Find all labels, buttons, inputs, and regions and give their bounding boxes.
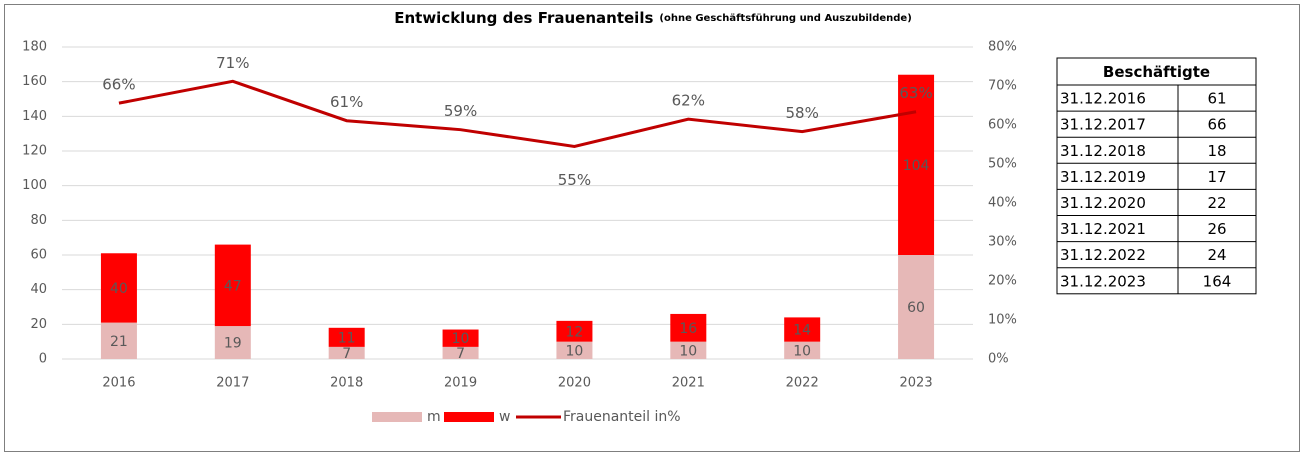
bar-segment <box>784 317 821 342</box>
table-cell: 31.12.2020 <box>1060 194 1146 212</box>
legend-swatch <box>444 412 494 422</box>
bar-segment <box>214 244 251 327</box>
bar-segment <box>214 326 251 359</box>
bar-label: 10 <box>566 343 584 359</box>
chart-title: Entwicklung des Frauenanteils <box>394 9 653 27</box>
bar-segment <box>670 313 707 342</box>
table-cell: 66 <box>1207 116 1226 134</box>
y2-tick-label: 40% <box>988 196 1017 211</box>
bar-label: 47 <box>224 278 242 294</box>
y2-tick-label: 50% <box>988 157 1017 172</box>
bar-label: 16 <box>679 321 697 337</box>
legend-label: w <box>499 409 510 425</box>
bar-segment <box>100 253 137 323</box>
chart-subtitle: (ohne Geschäftsführung und Auszubildende… <box>659 13 911 24</box>
table-cell: 18 <box>1207 142 1226 160</box>
legend-label: m <box>427 409 441 425</box>
table-cell: 31.12.2023 <box>1060 272 1146 290</box>
chart-title-group: Entwicklung des Frauenanteils (ohne Gesch… <box>394 9 912 27</box>
bar-label: 7 <box>342 346 351 362</box>
y-tick-label: 140 <box>22 109 47 124</box>
table-cell: 164 <box>1203 272 1232 290</box>
table-border <box>1056 57 1257 295</box>
table-cell: 31.12.2016 <box>1060 90 1146 108</box>
line-label: 59% <box>444 102 477 120</box>
x-tick-label: 2018 <box>330 376 363 391</box>
line-label: 58% <box>786 104 819 122</box>
table-cell: 31.12.2018 <box>1060 142 1146 160</box>
bar-label: 12 <box>566 324 584 340</box>
table-cell: 22 <box>1207 194 1226 212</box>
x-tick-label: 2023 <box>900 376 933 391</box>
bar-segment <box>328 327 365 347</box>
bar-segment <box>556 320 593 342</box>
line-label: 71% <box>216 54 249 72</box>
bar-label: 14 <box>793 323 811 339</box>
bar-segment <box>784 341 821 359</box>
line-label: 55% <box>558 171 591 189</box>
bar-label: 10 <box>793 343 811 359</box>
table-cell: 31.12.2019 <box>1060 168 1146 186</box>
x-tick-label: 2016 <box>102 376 135 391</box>
y-tick-label: 80 <box>30 213 47 228</box>
line-label: 66% <box>102 76 135 94</box>
bar-segment <box>670 341 707 359</box>
y2-tick-label: 20% <box>988 274 1017 289</box>
legend-swatch <box>372 412 422 422</box>
bar-label: 11 <box>338 330 356 346</box>
y2-tick-label: 30% <box>988 235 1017 250</box>
y2-tick-label: 80% <box>988 40 1017 55</box>
bar-label: 10 <box>452 331 470 347</box>
y2-tick-label: 60% <box>988 118 1017 133</box>
y-tick-label: 180 <box>22 40 47 55</box>
y-tick-label: 100 <box>22 178 47 193</box>
x-tick-label: 2017 <box>216 376 249 391</box>
line-label: 62% <box>672 92 705 110</box>
bar-label: 7 <box>456 346 465 362</box>
bar-segment <box>556 341 593 359</box>
bar-segment <box>328 346 365 359</box>
table-title: Beschäftigte <box>1103 63 1210 81</box>
legend-label: Frauenanteil in% <box>563 409 681 425</box>
table-cell: 31.12.2017 <box>1060 116 1146 134</box>
bar-segment <box>442 346 479 359</box>
bar-label: 19 <box>224 336 242 352</box>
x-tick-label: 2020 <box>558 376 591 391</box>
x-tick-label: 2021 <box>672 376 705 391</box>
y-tick-label: 160 <box>22 74 47 89</box>
line-label: 63% <box>899 84 932 102</box>
bar-label: 60 <box>907 300 925 316</box>
bar-segment <box>898 74 935 255</box>
y-tick-label: 120 <box>22 144 47 159</box>
bar-label: 40 <box>110 281 128 297</box>
y2-tick-label: 10% <box>988 313 1017 328</box>
x-tick-label: 2019 <box>444 376 477 391</box>
table-cell: 26 <box>1207 220 1226 238</box>
table-cell: 17 <box>1207 168 1226 186</box>
y-tick-label: 0 <box>39 352 47 367</box>
line-series <box>118 79 917 148</box>
table-cell: 31.12.2022 <box>1060 246 1146 264</box>
y-tick-label: 40 <box>30 282 47 297</box>
y-tick-label: 60 <box>30 248 47 263</box>
bar-label: 10 <box>679 343 697 359</box>
x-tick-label: 2022 <box>786 376 819 391</box>
y-tick-label: 20 <box>30 317 47 332</box>
table-cell: 31.12.2021 <box>1060 220 1146 238</box>
y2-tick-label: 0% <box>988 352 1009 367</box>
bar-label: 104 <box>903 158 930 174</box>
table-cell: 24 <box>1207 246 1226 264</box>
y2-tick-label: 70% <box>988 79 1017 94</box>
table-cell: 61 <box>1207 90 1226 108</box>
bar-label: 21 <box>110 334 128 350</box>
line-label: 61% <box>330 93 363 111</box>
bar-segment <box>100 322 137 359</box>
bar-segment <box>898 255 935 359</box>
bar-segment <box>442 329 479 347</box>
